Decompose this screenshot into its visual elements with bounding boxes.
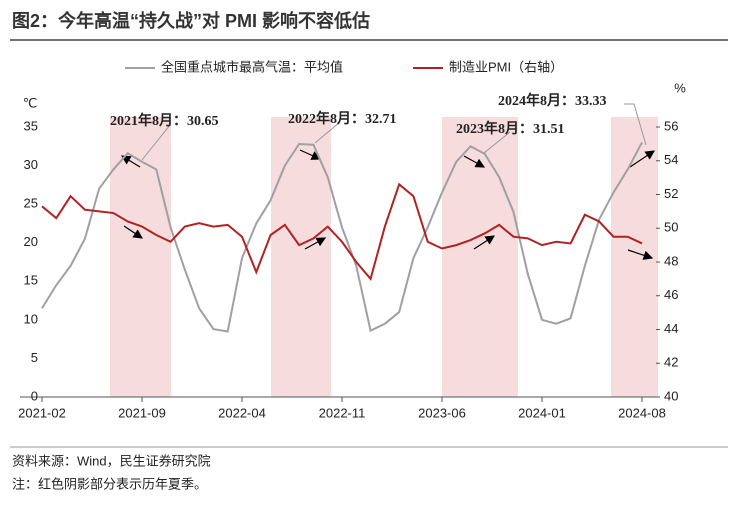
y2-tick-label: 48 bbox=[664, 253, 678, 268]
x-tick-label: 2021-02 bbox=[18, 405, 66, 420]
series-line bbox=[41, 182, 643, 281]
y-tick-label: 20 bbox=[24, 234, 38, 249]
y-tick-label: 30 bbox=[24, 157, 38, 172]
y2-tick-label: 52 bbox=[664, 186, 678, 201]
y2-tick-label: 44 bbox=[664, 321, 678, 336]
y-unit: ℃ bbox=[23, 95, 38, 110]
x-tick-label: 2023-06 bbox=[418, 405, 466, 420]
y2-tick-label: 40 bbox=[664, 388, 678, 403]
x-tick-label: 2024-01 bbox=[518, 405, 566, 420]
x-tick-label: 2022-04 bbox=[218, 405, 266, 420]
y2-tick-label: 46 bbox=[664, 287, 678, 302]
y-tick-label: 35 bbox=[24, 118, 38, 133]
y-tick-label: 5 bbox=[31, 350, 38, 365]
annotation: 2024年8月：33.33 bbox=[498, 92, 607, 109]
source: 资料来源：Wind，民生证券研究院 bbox=[12, 453, 211, 468]
x-tick-label: 2021-09 bbox=[118, 405, 166, 420]
chart-title: 图2：今年高温“持久战”对 PMI 影响不容低估 bbox=[12, 10, 370, 31]
leaders bbox=[141, 103, 647, 161]
x-tick-label: 2024-08 bbox=[618, 405, 666, 420]
series-line bbox=[41, 141, 643, 333]
y2-tick-label: 54 bbox=[664, 152, 678, 167]
y-tick-label: 25 bbox=[24, 196, 38, 211]
x-tick-label: 2022-11 bbox=[319, 405, 366, 420]
shading bbox=[110, 117, 658, 397]
annotation: 2021年8月：30.65 bbox=[110, 112, 219, 129]
annotation: 2022年8月：32.71 bbox=[288, 110, 397, 127]
y2-tick-label: 50 bbox=[664, 220, 678, 235]
y2-tick-label: 56 bbox=[664, 118, 678, 133]
note: 注：红色阴影部分表示历年夏季。 bbox=[12, 476, 207, 491]
y-tick-label: 15 bbox=[24, 273, 38, 288]
y2-tick-label: 42 bbox=[664, 355, 678, 370]
y-tick-label: 10 bbox=[24, 311, 38, 326]
y-tick-label: 0 bbox=[31, 388, 38, 403]
annotation: 2023年8月：31.51 bbox=[456, 120, 565, 137]
legend-label: 全国重点城市最高气温：平均值 bbox=[161, 59, 343, 74]
arrows bbox=[120, 149, 655, 260]
y2-unit: % bbox=[674, 80, 686, 95]
legend-label: 制造业PMI（右轴） bbox=[449, 59, 563, 74]
